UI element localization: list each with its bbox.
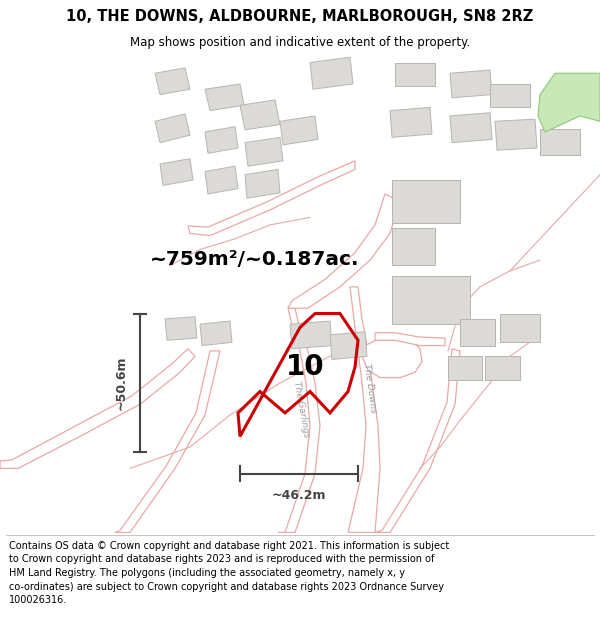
Polygon shape — [310, 58, 353, 89]
Polygon shape — [165, 317, 197, 340]
Polygon shape — [450, 70, 492, 98]
Text: 10: 10 — [286, 353, 325, 381]
Polygon shape — [485, 356, 520, 380]
Text: ~46.2m: ~46.2m — [272, 489, 326, 502]
Text: 10, THE DOWNS, ALDBOURNE, MARLBOROUGH, SN8 2RZ: 10, THE DOWNS, ALDBOURNE, MARLBOROUGH, S… — [67, 9, 533, 24]
Polygon shape — [205, 166, 238, 194]
Polygon shape — [245, 169, 280, 198]
Polygon shape — [290, 321, 332, 349]
Polygon shape — [155, 68, 190, 94]
Polygon shape — [348, 287, 380, 532]
Polygon shape — [450, 112, 492, 142]
Text: ~759m²/~0.187ac.: ~759m²/~0.187ac. — [150, 251, 359, 269]
Polygon shape — [160, 159, 193, 186]
Polygon shape — [200, 321, 232, 346]
Polygon shape — [538, 73, 600, 132]
Polygon shape — [155, 114, 190, 142]
Polygon shape — [288, 194, 400, 308]
Polygon shape — [392, 228, 435, 266]
Polygon shape — [392, 180, 460, 222]
Polygon shape — [0, 349, 195, 468]
Polygon shape — [358, 335, 422, 378]
Polygon shape — [188, 161, 355, 236]
Polygon shape — [448, 356, 482, 380]
Polygon shape — [390, 107, 432, 138]
Text: The Downs: The Downs — [362, 363, 378, 414]
Polygon shape — [205, 84, 244, 111]
Polygon shape — [330, 332, 367, 359]
Polygon shape — [500, 314, 540, 342]
Polygon shape — [375, 332, 445, 346]
Polygon shape — [278, 308, 320, 532]
Polygon shape — [280, 116, 318, 145]
Polygon shape — [205, 127, 238, 153]
Polygon shape — [375, 349, 460, 532]
Text: Map shows position and indicative extent of the property.: Map shows position and indicative extent… — [130, 36, 470, 49]
Polygon shape — [240, 100, 280, 130]
Text: Contains OS data © Crown copyright and database right 2021. This information is : Contains OS data © Crown copyright and d… — [9, 541, 449, 605]
Polygon shape — [490, 84, 530, 107]
Polygon shape — [495, 119, 537, 150]
Polygon shape — [245, 138, 283, 166]
Polygon shape — [395, 62, 435, 86]
Text: ~50.6m: ~50.6m — [115, 356, 128, 410]
Text: The Garlings: The Garlings — [292, 381, 310, 439]
Polygon shape — [115, 351, 220, 532]
Polygon shape — [540, 129, 580, 156]
Polygon shape — [460, 319, 495, 346]
Polygon shape — [392, 276, 470, 324]
